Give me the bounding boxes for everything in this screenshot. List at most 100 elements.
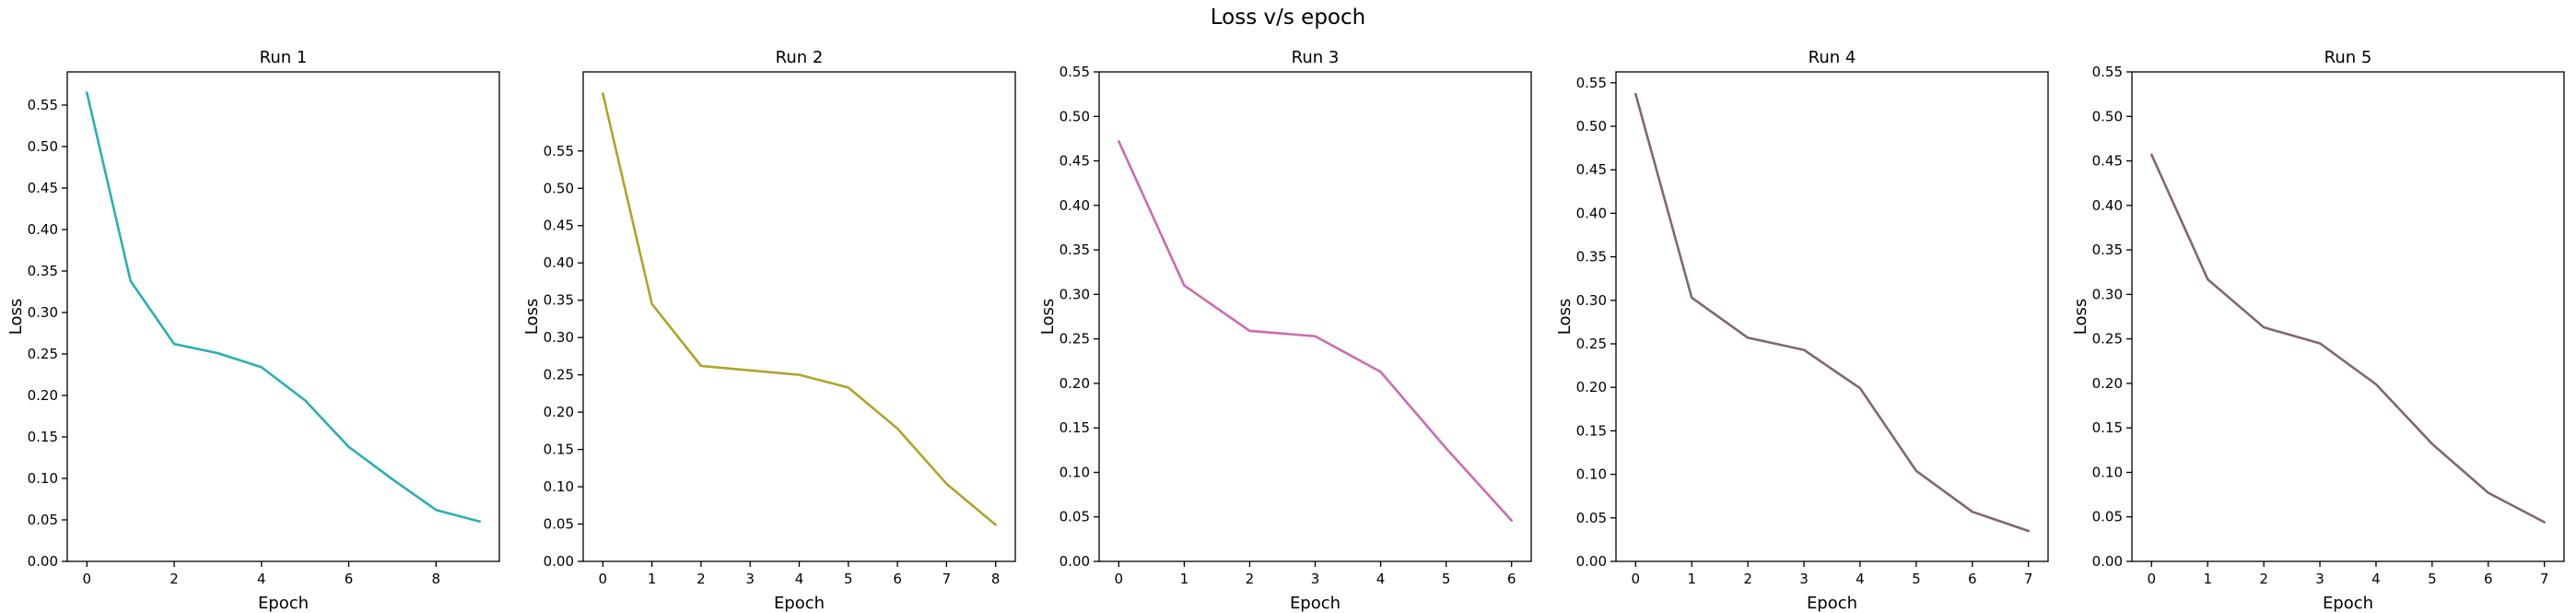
y-tick-label: 0.15 <box>1060 419 1090 436</box>
x-tick-label: 2 <box>1743 571 1752 587</box>
chart-title: Run 1 <box>260 48 308 67</box>
y-tick-label: 0.40 <box>2092 197 2123 214</box>
y-tick-label: 0.40 <box>28 221 58 238</box>
y-tick-label: 0.10 <box>1576 466 1607 483</box>
y-tick-label: 0.10 <box>2092 464 2123 480</box>
y-tick-label: 0.35 <box>2092 242 2123 258</box>
x-tick-label: 0 <box>83 571 92 587</box>
y-tick-label: 0.25 <box>28 346 58 362</box>
y-axis-label: Loss <box>522 299 542 335</box>
x-tick-label: 4 <box>1856 571 1865 587</box>
y-tick-label: 0.55 <box>28 97 58 113</box>
figure-title: Loss v/s epoch <box>1210 6 1366 29</box>
x-tick-label: 3 <box>1311 571 1320 587</box>
x-tick-label: 6 <box>1507 571 1516 587</box>
y-tick-label: 0.30 <box>1576 292 1607 309</box>
chart-panel-3: Run 3 0.00 0.05 0.10 0.15 0.20 0.25 0.30 0.35 0.4… <box>1038 48 1532 613</box>
y-tick-label: 0.35 <box>28 263 58 279</box>
y-tick-label: 0.45 <box>2092 153 2123 170</box>
y-tick-label: 0.55 <box>1576 75 1607 91</box>
y-tick-label: 0.15 <box>2092 419 2123 436</box>
loss-series-line <box>86 91 481 524</box>
x-tick-label: 1 <box>648 571 657 587</box>
x-tick-label: 6 <box>2484 571 2493 587</box>
y-tick-label: 0.50 <box>1060 108 1090 124</box>
y-tick-label: 0.00 <box>1576 553 1607 570</box>
y-axis-label: Loss <box>1038 299 1058 335</box>
x-tick-label: 4 <box>257 571 266 587</box>
chart-title: Run 5 <box>2324 48 2372 67</box>
y-tick-label: 0.05 <box>1576 510 1607 526</box>
x-tick-label: 0 <box>1115 571 1124 587</box>
plot-frame <box>2131 71 2565 562</box>
y-axis-label: Loss <box>6 299 26 335</box>
y-tick-label: 0.00 <box>1060 553 1090 570</box>
y-tick-label: 0.50 <box>28 138 58 155</box>
x-tick-label: 8 <box>991 571 1001 587</box>
x-tick-label: 5 <box>2428 571 2437 587</box>
loss-series-line <box>2150 153 2546 524</box>
x-axis-label: Epoch <box>1807 594 1857 613</box>
x-tick-label: 3 <box>2315 571 2324 587</box>
y-tick-label: 0.50 <box>1576 118 1607 135</box>
y-tick-label: 0.05 <box>28 512 58 528</box>
x-tick-label: 6 <box>893 571 902 587</box>
y-tick-label: 0.05 <box>544 516 574 533</box>
y-tick-label: 0.40 <box>544 254 574 271</box>
x-tick-label: 4 <box>2371 571 2381 587</box>
chart-panel-1: Run 1 0.00 0.05 0.10 0.15 0.20 0.25 0.30 0.35 0.4… <box>6 48 500 613</box>
y-tick-label: 0.00 <box>28 553 58 570</box>
y-tick-label: 0.00 <box>2092 553 2123 570</box>
y-tick-label: 0.50 <box>2092 108 2123 124</box>
x-tick-label: 0 <box>599 571 608 587</box>
x-tick-label: 5 <box>1442 571 1451 587</box>
x-tick-label: 0 <box>2148 571 2157 587</box>
x-tick-label: 3 <box>1799 571 1809 587</box>
y-axis-label: Loss <box>2071 299 2090 335</box>
y-tick-label: 0.35 <box>544 292 574 309</box>
x-tick-label: 7 <box>943 571 952 587</box>
chart-panel-2: Run 2 0.00 0.05 0.10 0.15 0.20 0.25 0.30 0.35 0.4… <box>522 48 1016 613</box>
x-tick-label: 7 <box>2540 571 2549 587</box>
chart-title: Run 4 <box>1809 48 1856 67</box>
loss-series-line <box>602 92 997 526</box>
x-tick-label: 2 <box>2259 571 2268 587</box>
x-tick-label: 3 <box>745 571 755 587</box>
x-tick-label: 6 <box>1968 571 1977 587</box>
y-tick-label: 0.30 <box>28 304 58 321</box>
y-tick-label: 0.30 <box>2092 286 2123 302</box>
x-tick-label: 1 <box>2203 571 2212 587</box>
x-tick-label: 5 <box>844 571 853 587</box>
y-tick-label: 0.10 <box>544 478 574 495</box>
y-tick-label: 0.10 <box>1060 464 1090 480</box>
chart-title: Run 2 <box>776 48 824 67</box>
y-tick-label: 0.55 <box>2092 64 2123 80</box>
y-tick-label: 0.45 <box>1576 161 1607 178</box>
x-tick-label: 2 <box>697 571 706 587</box>
y-tick-label: 0.45 <box>1060 153 1090 170</box>
y-tick-label: 0.15 <box>28 429 58 445</box>
x-tick-label: 7 <box>2024 571 2033 587</box>
loss-series-line <box>1118 140 1513 522</box>
y-tick-label: 0.40 <box>1060 197 1090 214</box>
plot-frame <box>1098 71 1532 562</box>
y-tick-label: 0.25 <box>2092 331 2123 348</box>
y-axis-label: Loss <box>1555 299 1575 335</box>
y-tick-label: 0.35 <box>1060 242 1090 258</box>
loss-series-line <box>1634 92 2030 533</box>
plot-frame <box>66 71 500 562</box>
y-tick-label: 0.20 <box>1060 375 1090 392</box>
y-tick-label: 0.10 <box>28 470 58 487</box>
x-axis-label: Epoch <box>774 594 825 613</box>
y-tick-label: 0.55 <box>544 143 574 159</box>
y-tick-label: 0.05 <box>1060 509 1090 525</box>
x-tick-label: 1 <box>1180 571 1189 587</box>
y-tick-label: 0.45 <box>28 180 58 196</box>
x-tick-label: 6 <box>345 571 354 587</box>
x-tick-label: 4 <box>795 571 804 587</box>
x-tick-label: 8 <box>432 571 441 587</box>
y-tick-label: 0.15 <box>1576 422 1607 439</box>
y-tick-label: 0.05 <box>2092 509 2123 525</box>
y-tick-label: 0.35 <box>1576 249 1607 265</box>
